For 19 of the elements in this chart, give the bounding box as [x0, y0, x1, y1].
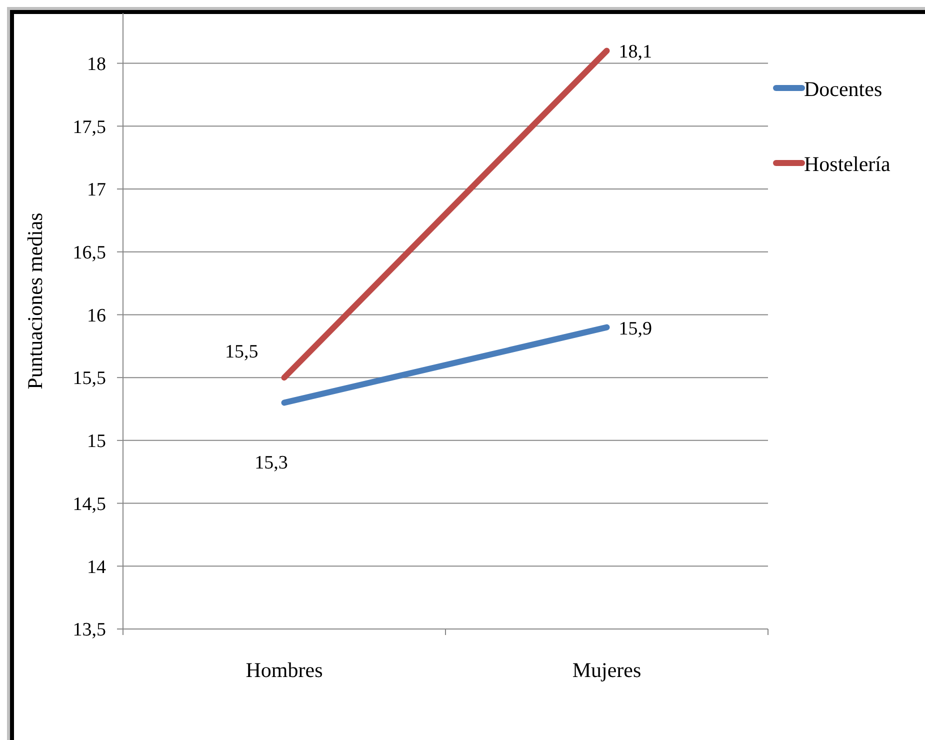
y-tick-label: 16 — [87, 305, 106, 326]
legend-label: Docentes — [804, 77, 882, 101]
legend-label: Hostelería — [804, 152, 891, 176]
x-tick-label: Hombres — [246, 658, 323, 682]
data-label: 15,5 — [225, 342, 258, 363]
y-tick-label: 17 — [87, 180, 106, 201]
y-tick-label: 16,5 — [72, 242, 106, 264]
data-label: 15,3 — [254, 452, 288, 474]
data-label: 15,9 — [618, 318, 652, 340]
y-tick-label: 14,5 — [72, 494, 106, 515]
y-axis-title: Puntuaciones medias — [23, 212, 47, 390]
y-tick-label: 13,5 — [72, 620, 106, 641]
y-tick-label: 17,5 — [72, 116, 106, 138]
x-tick-label: Mujeres — [572, 658, 642, 682]
y-tick-label: 15,5 — [72, 368, 106, 390]
y-tick-label: 14 — [87, 556, 106, 578]
data-label: 18,1 — [618, 42, 652, 63]
y-tick-label: 18 — [87, 54, 106, 75]
y-tick-label: 15 — [87, 431, 106, 452]
